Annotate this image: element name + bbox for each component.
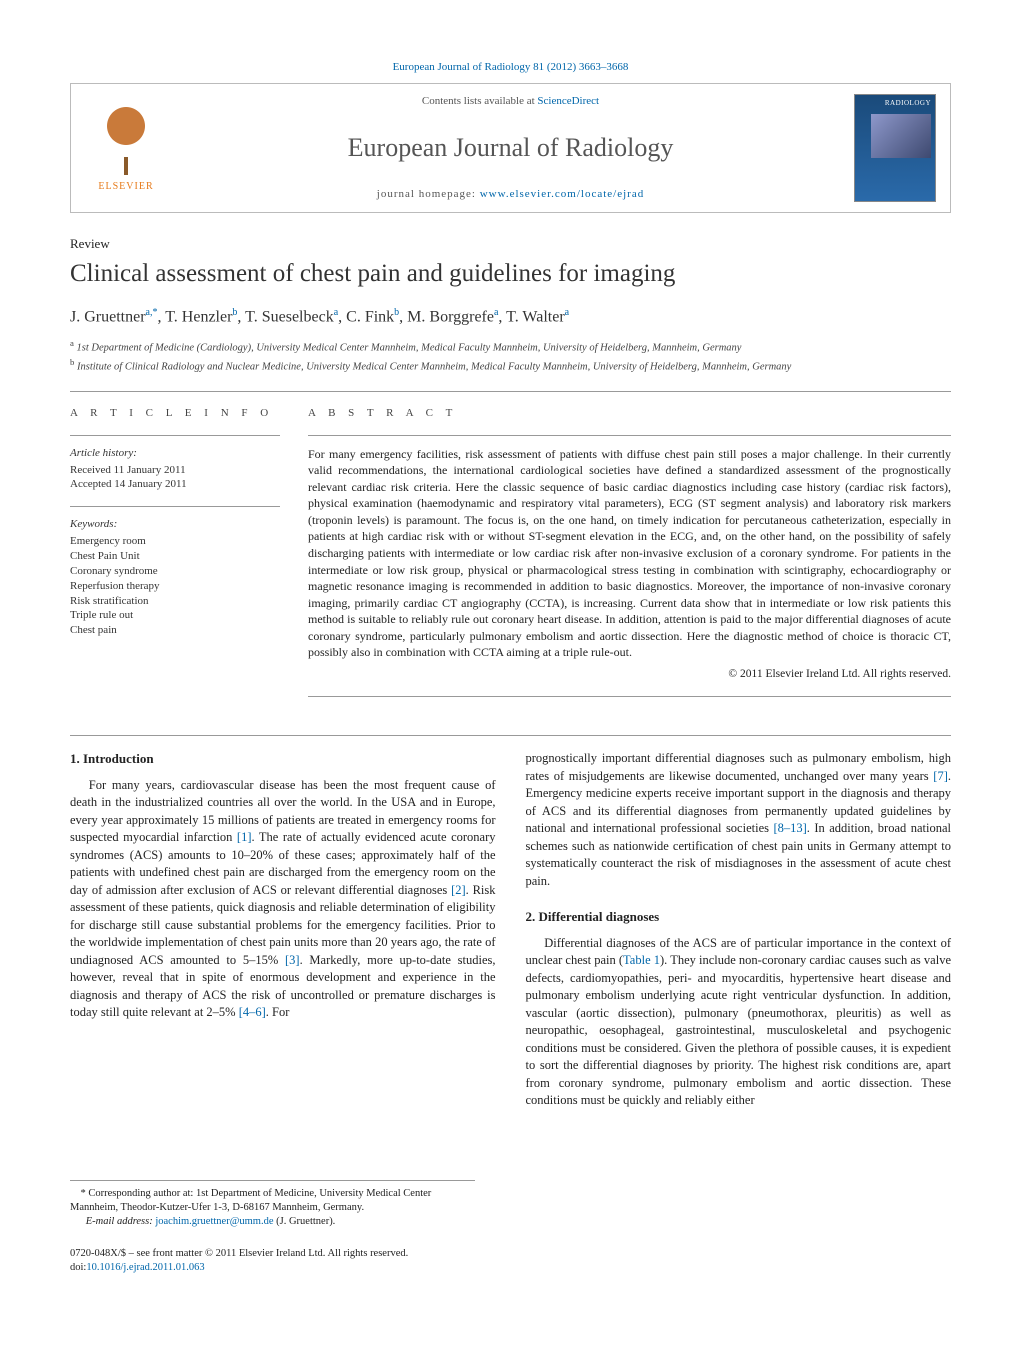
- cover-thumb-cell: RADIOLOGY: [840, 84, 950, 212]
- keyword: Chest pain: [70, 623, 280, 638]
- author-list: J. Gruettnera,*, T. Henzlerb, T. Sueselb…: [70, 306, 951, 328]
- abstract-heading: a b s t r a c t: [308, 406, 951, 421]
- corresponding-email-link[interactable]: joachim.gruettner@umm.de: [155, 1216, 273, 1227]
- keyword: Risk stratification: [70, 594, 280, 609]
- corresponding-email-line: E-mail address: joachim.gruettner@umm.de…: [70, 1215, 475, 1229]
- journal-homepage-line: journal homepage: www.elsevier.com/locat…: [377, 187, 644, 202]
- divider: [70, 391, 951, 392]
- article-body: 1. Introduction For many years, cardiova…: [70, 750, 951, 1127]
- meta-abstract-row: a r t i c l e i n f o Article history: R…: [70, 406, 951, 707]
- article-title: Clinical assessment of chest pain and gu…: [70, 258, 951, 289]
- divider: [308, 435, 951, 436]
- history-accepted: Accepted 14 January 2011: [70, 477, 280, 492]
- abstract-copyright: © 2011 Elsevier Ireland Ltd. All rights …: [308, 667, 951, 683]
- doi-prefix: doi:: [70, 1262, 86, 1273]
- affiliation: a 1st Department of Medicine (Cardiology…: [70, 338, 951, 356]
- divider: [308, 696, 951, 697]
- keyword: Coronary syndrome: [70, 564, 280, 579]
- history-received: Received 11 January 2011: [70, 463, 280, 478]
- journal-header: ELSEVIER Contents lists available at Sci…: [70, 83, 951, 213]
- doi-link[interactable]: 10.1016/j.ejrad.2011.01.063: [86, 1262, 204, 1273]
- keywords-block: Keywords: Emergency roomChest Pain UnitC…: [70, 517, 280, 638]
- keyword: Chest Pain Unit: [70, 549, 280, 564]
- keyword: Reperfusion therapy: [70, 579, 280, 594]
- divider: [70, 435, 280, 436]
- doi-line: doi:10.1016/j.ejrad.2011.01.063: [70, 1261, 951, 1275]
- citation-ref[interactable]: [7]: [933, 769, 948, 783]
- article-type: Review: [70, 235, 951, 253]
- doi-block: 0720-048X/$ – see front matter © 2011 El…: [70, 1247, 951, 1275]
- section-heading-diff: 2. Differential diagnoses: [526, 908, 952, 926]
- divider: [70, 506, 280, 507]
- front-matter-line: 0720-048X/$ – see front matter © 2011 El…: [70, 1247, 951, 1261]
- abstract-text: For many emergency facilities, risk asse…: [308, 446, 951, 661]
- sciencedirect-link[interactable]: ScienceDirect: [537, 95, 599, 107]
- history-label: Article history:: [70, 446, 280, 461]
- contents-available-line: Contents lists available at ScienceDirec…: [422, 94, 599, 109]
- section-differential: 2. Differential diagnoses Differential d…: [526, 908, 952, 1109]
- intro-paragraph-1: For many years, cardiovascular disease h…: [70, 777, 496, 1022]
- keyword: Triple rule out: [70, 608, 280, 623]
- abstract-column: a b s t r a c t For many emergency facil…: [308, 406, 951, 707]
- publisher-logo-cell: ELSEVIER: [71, 84, 181, 212]
- cover-image-icon: [871, 114, 931, 158]
- keywords-label: Keywords:: [70, 517, 280, 532]
- table-ref[interactable]: Table 1: [623, 953, 660, 967]
- email-suffix: (J. Gruettner).: [274, 1216, 336, 1227]
- affiliation: b Institute of Clinical Radiology and Nu…: [70, 357, 951, 375]
- article-history-block: Article history: Received 11 January 201…: [70, 446, 280, 493]
- affiliations: a 1st Department of Medicine (Cardiology…: [70, 338, 951, 375]
- keyword: Emergency room: [70, 534, 280, 549]
- email-label: E-mail address:: [86, 1216, 156, 1227]
- citation-ref[interactable]: [2]: [451, 883, 466, 897]
- journal-cover-thumbnail: RADIOLOGY: [854, 94, 936, 202]
- journal-reference-link[interactable]: European Journal of Radiology 81 (2012) …: [393, 61, 629, 73]
- elsevier-tree-icon: [96, 102, 156, 162]
- journal-name: European Journal of Radiology: [348, 130, 674, 165]
- divider: [70, 735, 951, 736]
- citation-ref[interactable]: [1]: [237, 830, 252, 844]
- elsevier-logo: ELSEVIER: [86, 98, 166, 198]
- cover-label: RADIOLOGY: [885, 99, 931, 108]
- citation-ref[interactable]: [8–13]: [773, 821, 806, 835]
- intro-paragraph-2: prognostically important differential di…: [526, 750, 952, 890]
- elsevier-wordmark: ELSEVIER: [98, 180, 153, 194]
- section-introduction: 1. Introduction For many years, cardiova…: [70, 750, 496, 1021]
- diff-paragraph-1: Differential diagnoses of the ACS are of…: [526, 935, 952, 1110]
- journal-homepage-link[interactable]: www.elsevier.com/locate/ejrad: [480, 188, 645, 200]
- article-info-heading: a r t i c l e i n f o: [70, 406, 280, 421]
- corresponding-author: * Corresponding author at: 1st Departmen…: [70, 1187, 475, 1215]
- journal-reference: European Journal of Radiology 81 (2012) …: [70, 60, 951, 75]
- homepage-prefix: journal homepage:: [377, 188, 480, 200]
- footnotes: * Corresponding author at: 1st Departmen…: [70, 1180, 475, 1230]
- header-center: Contents lists available at ScienceDirec…: [181, 84, 840, 212]
- citation-ref[interactable]: [3]: [285, 953, 300, 967]
- article-info-column: a r t i c l e i n f o Article history: R…: [70, 406, 280, 707]
- contents-prefix: Contents lists available at: [422, 95, 537, 107]
- citation-ref[interactable]: [4–6]: [239, 1005, 266, 1019]
- section-heading-intro: 1. Introduction: [70, 750, 496, 768]
